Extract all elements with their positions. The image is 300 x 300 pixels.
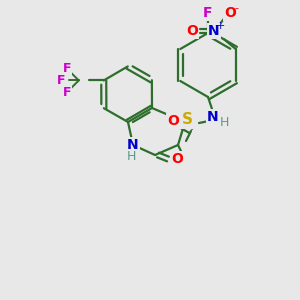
Text: F: F bbox=[62, 86, 71, 99]
Text: H: H bbox=[219, 116, 229, 130]
Text: O: O bbox=[167, 114, 179, 128]
Text: F: F bbox=[56, 74, 65, 87]
Text: N: N bbox=[208, 24, 220, 38]
Text: S: S bbox=[182, 112, 193, 128]
Text: O: O bbox=[171, 152, 183, 166]
Text: N: N bbox=[207, 110, 219, 124]
Text: +: + bbox=[216, 21, 225, 31]
Text: N: N bbox=[127, 138, 139, 152]
Text: F: F bbox=[203, 6, 213, 20]
Text: -: - bbox=[235, 3, 239, 13]
Text: H: H bbox=[126, 151, 136, 164]
Text: F: F bbox=[62, 62, 71, 75]
Text: O: O bbox=[186, 24, 198, 38]
Text: O: O bbox=[224, 6, 236, 20]
